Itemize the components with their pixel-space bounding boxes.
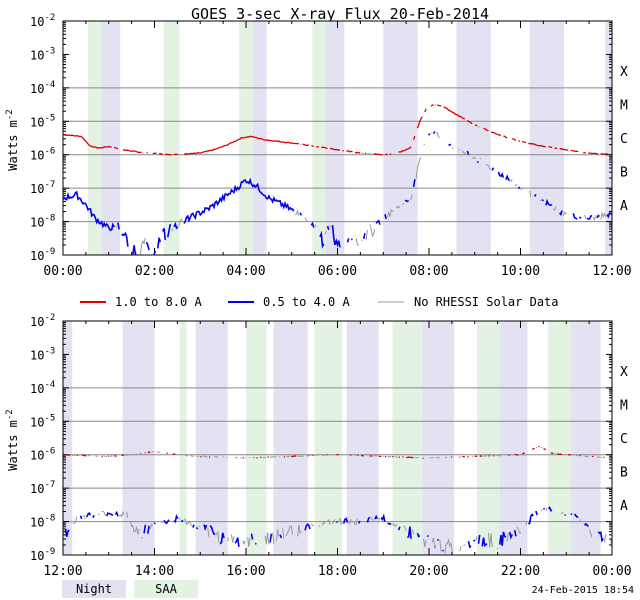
series-line-long [63, 104, 613, 156]
night-band [273, 321, 308, 555]
x-tick-label: 00:00 [43, 264, 82, 279]
y-tick-label: 10-5 [30, 413, 55, 429]
saa-band [88, 21, 102, 255]
y-tick-label: 10-3 [30, 346, 55, 362]
legend-label-short: 0.5 to 4.0 A [263, 295, 350, 309]
saa-legend-label: SAA [155, 582, 177, 596]
y-tick-label: 10-6 [30, 447, 55, 463]
timestamp: 24-Feb-2015 18:54 [532, 585, 634, 596]
series-line-norhessi [72, 507, 613, 554]
y-tick-label: 10-6 [30, 147, 55, 163]
night-band [195, 321, 228, 555]
x-tick-label: 18:00 [318, 564, 357, 579]
series-line-norhessi [71, 446, 610, 459]
saa-band [314, 321, 343, 555]
night-band [570, 321, 601, 555]
x-tick-label: 12:00 [592, 264, 631, 279]
x-tick-label: 04:00 [226, 264, 265, 279]
x-tick-label: 02:00 [135, 264, 174, 279]
flare-class-label: C [620, 132, 628, 147]
y-tick-label: 10-7 [30, 180, 55, 196]
x-tick-label: 14:00 [135, 564, 174, 579]
night-legend-swatch [62, 580, 126, 598]
y-tick-label: 10-8 [30, 214, 55, 230]
saa-band [392, 321, 423, 555]
y-tick-label: 10-4 [30, 80, 55, 96]
y-tick-label: 10-3 [30, 46, 55, 62]
x-tick-label: 12:00 [43, 564, 82, 579]
y-tick-label: 10-8 [30, 514, 55, 530]
ylabel-bottom: Watts m-2 [5, 409, 20, 470]
legend-label-long: 1.0 to 8.0 A [115, 295, 202, 309]
saa-band [312, 21, 327, 255]
legend-label-norhessi: No RHESSI Solar Data [414, 295, 559, 309]
night-band [456, 21, 491, 255]
series-legend: 1.0 to 8.0 A 0.5 to 4.0 A No RHESSI Sola… [80, 295, 559, 309]
x-tick-label: 08:00 [409, 264, 448, 279]
flare-class-label: A [620, 499, 628, 514]
chart-title: GOES 3-sec X-ray Flux 20-Feb-2014 [191, 5, 489, 23]
saa-band [477, 321, 500, 555]
night-band [122, 321, 155, 555]
y-tick-label: 10-2 [30, 13, 55, 29]
night-band [63, 321, 73, 555]
x-tick-label: 00:00 [592, 564, 631, 579]
saa-band [179, 321, 187, 555]
series-line-long [65, 445, 613, 459]
top-panel: X M C B A 10-2 10-3 10-4 10-5 10-6 10-7 10-8 10-900:… [30, 13, 632, 279]
flare-class-label: C [620, 432, 628, 447]
flare-class-label: M [620, 99, 628, 114]
night-band [495, 321, 528, 555]
y-tick-label: 10-7 [30, 480, 55, 496]
night-band [346, 321, 379, 555]
x-tick-label: 06:00 [318, 264, 357, 279]
night-band [383, 21, 418, 255]
flare-class-label: B [620, 165, 628, 180]
flare-class-label: X [620, 65, 628, 80]
saa-band [547, 321, 571, 555]
flare-class-label: M [620, 399, 628, 414]
night-band [605, 21, 612, 255]
series-line-short [62, 131, 613, 256]
x-tick-label: 10:00 [501, 264, 540, 279]
night-band [529, 21, 564, 255]
x-tick-label: 20:00 [409, 564, 448, 579]
x-tick-label: 16:00 [226, 564, 265, 579]
flare-class-label: B [620, 465, 628, 480]
bottom-panel: X M C B A 10-2 10-3 10-4 10-5 10-6 10-7 10-8 10-912:… [30, 313, 632, 579]
x-tick-label: 22:00 [501, 564, 540, 579]
y-tick-label: 10-2 [30, 313, 55, 329]
ylabel-top: Watts m-2 [5, 109, 20, 170]
series-line-norhessi [115, 132, 607, 255]
flare-class-label: X [620, 365, 628, 380]
saa-legend-swatch [134, 580, 198, 598]
plot-frame [62, 320, 613, 556]
y-tick-label: 10-4 [30, 380, 55, 396]
plot-frame [62, 20, 613, 256]
y-tick-label: 10-5 [30, 113, 55, 129]
night-band [422, 321, 455, 555]
saa-band [163, 21, 180, 255]
y-tick-label: 10-9 [30, 247, 55, 263]
night-legend-label: Night [76, 582, 112, 596]
y-tick-label: 10-9 [30, 547, 55, 563]
saa-band [246, 321, 267, 555]
night-band [321, 21, 345, 255]
flare-class-label: A [620, 199, 628, 214]
